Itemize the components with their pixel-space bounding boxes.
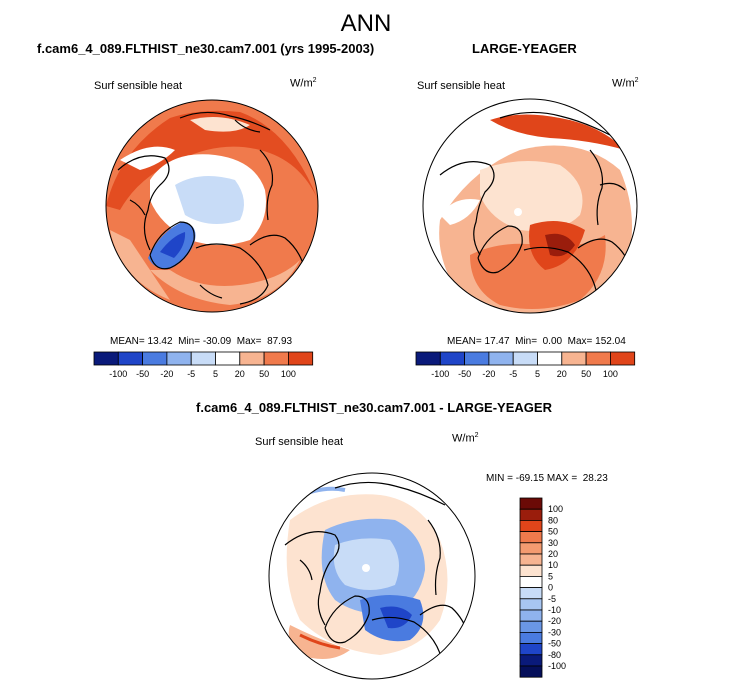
colorbar-box [585,351,611,366]
colorbar-box [519,665,543,678]
colorbar-tick-label: 50 [581,369,591,379]
panel2-colorbar: -100 -50 -20 -5 5 20 50 100 [415,351,636,379]
colorbar-tick-label: -10 [548,605,561,615]
panel2-stats: MEAN= 17.47 Min= 0.00 Max= 152.04 [447,336,626,347]
colorbar-box [142,351,168,366]
panel1-stats: MEAN= 13.42 Min= -30.09 Max= 87.93 [110,336,293,347]
panel2-units: W/m2 [612,77,639,90]
colorbar-box [512,351,538,366]
colorbar-tick-label: -5 [548,594,556,604]
colorbar-box [239,351,265,366]
colorbar-tick-label: -100 [548,661,566,671]
colorbar-box [519,609,543,622]
colorbar-box [263,351,289,366]
panel3-map [269,473,475,679]
colorbar-box [93,351,119,366]
colorbar-box [519,576,543,589]
panel2-title: LARGE-YEAGER [472,41,577,56]
colorbar-box [439,351,465,366]
panel1-variable: Surf sensible heat [94,80,183,92]
colorbar-tick-label: 30 [548,538,558,548]
colorbar-box [215,351,241,366]
colorbar-tick-label: -30 [548,627,561,637]
colorbar-box [519,497,543,510]
colorbar-tick-label: 20 [235,369,245,379]
colorbar-tick-label: 80 [548,515,558,525]
colorbar-tick-label: -20 [548,616,561,626]
panel1-units: W/m2 [290,77,317,90]
colorbar-tick-label: 50 [259,369,269,379]
colorbar-box [610,351,636,366]
colorbar-tick-label: 5 [535,369,540,379]
colorbar-box [117,351,144,366]
colorbar-box [287,351,314,366]
colorbar-box [519,598,543,611]
colorbar-tick-label: 50 [548,527,558,537]
colorbar-box [464,351,490,366]
panel2-map-border [422,98,638,314]
colorbar-tick-label: 20 [557,369,567,379]
colorbar-box [519,620,543,633]
colorbar-box [519,587,543,600]
colorbar-tick-label: -80 [548,650,561,660]
panel2-map [423,99,637,313]
colorbar-tick-label: -50 [548,639,561,649]
colorbar-box [190,351,216,366]
colorbar-box [519,508,543,521]
colorbar-tick-label: 0 [548,583,553,593]
panel3-stats: MIN = -69.15 MAX = 28.23 [486,473,608,484]
colorbar-box [519,654,543,667]
colorbar-box [488,351,514,366]
colorbar-box [415,351,441,366]
colorbar-tick-label: 5 [548,571,553,581]
colorbar-box [519,564,543,577]
colorbar-tick-label: -100 [109,369,127,379]
colorbar-tick-label: -100 [431,369,449,379]
colorbar-tick-label: -50 [458,369,471,379]
colorbar-box [561,351,587,366]
panel1-map-border [105,99,319,313]
colorbar-tick-label: -5 [509,369,517,379]
panel2-variable: Surf sensible heat [417,80,506,92]
colorbar-box [537,351,563,366]
colorbar-tick-label: 20 [548,549,558,559]
colorbar-tick-label: -20 [482,369,495,379]
colorbar-box [519,520,543,533]
colorbar-box [519,542,543,555]
panel1-colorbar: -100 -50 -20 -5 5 20 50 100 [93,351,314,379]
panel3-units: W/m2 [452,432,479,445]
colorbar-box [519,643,543,656]
colorbar-tick-label: 10 [548,560,558,570]
colorbar-tick-label: 5 [213,369,218,379]
panel1-map [106,100,318,312]
colorbar-tick-label: -50 [136,369,149,379]
panel3-map-border [268,472,476,680]
panel3-variable: Surf sensible heat [255,436,344,448]
colorbar-tick-label: 100 [281,369,296,379]
figure-title: ANN [340,10,392,37]
panel3-title: f.cam6_4_089.FLTHIST_ne30.cam7.001 - LAR… [196,400,552,415]
panel1-title: f.cam6_4_089.FLTHIST_ne30.cam7.001 (yrs … [37,41,375,56]
colorbar-box [519,531,543,544]
colorbar-box [519,553,543,566]
colorbar-tick-label: 100 [548,504,563,514]
colorbar-tick-label: 100 [603,369,618,379]
colorbar-tick-label: -5 [187,369,195,379]
colorbar-box [519,632,543,645]
colorbar-box [166,351,192,366]
colorbar-tick-label: -20 [160,369,173,379]
